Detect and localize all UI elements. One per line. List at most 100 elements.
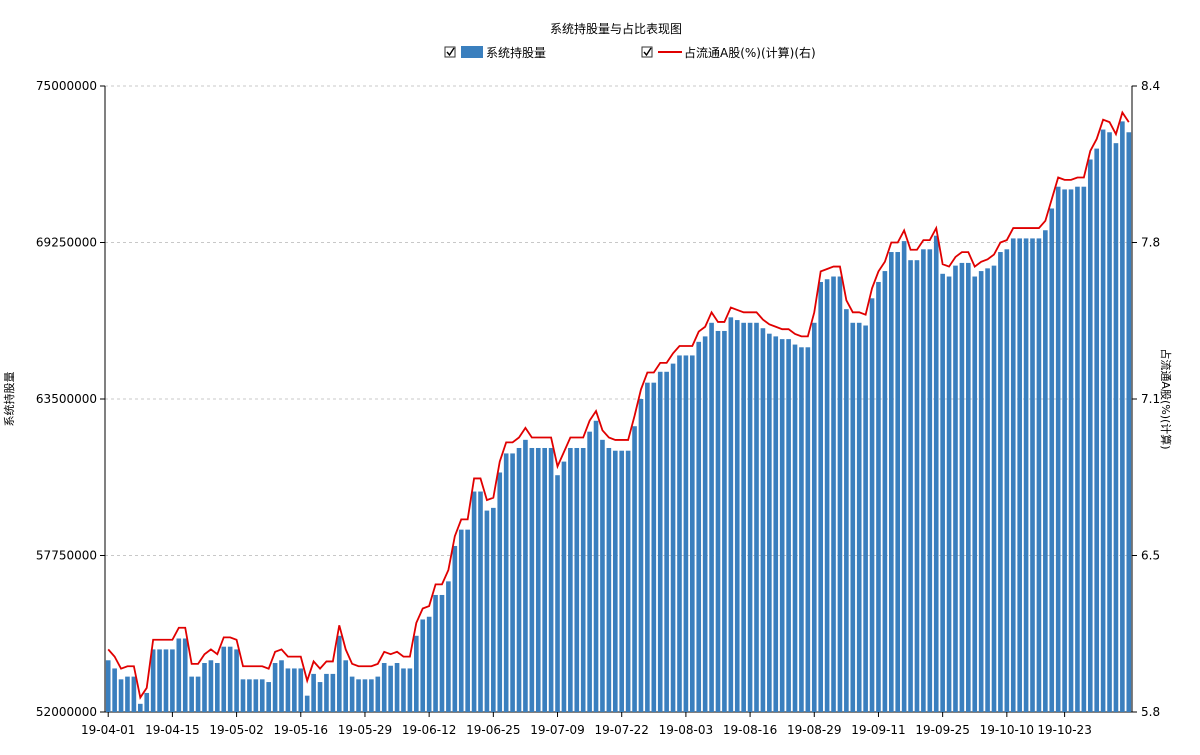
bar <box>516 447 522 712</box>
bar <box>163 649 169 712</box>
bar <box>446 581 451 712</box>
bar <box>940 273 945 712</box>
bar <box>381 663 387 712</box>
bar <box>105 660 111 712</box>
bar <box>523 439 528 712</box>
bar <box>895 252 901 712</box>
bar <box>304 695 310 712</box>
bar <box>176 638 182 712</box>
bar <box>657 371 663 712</box>
bar <box>478 491 483 712</box>
bar <box>991 265 997 712</box>
bar <box>1087 159 1093 713</box>
bar <box>837 276 843 712</box>
right-tick-label: 8.4 <box>1141 79 1160 93</box>
bar <box>690 355 695 712</box>
right-tick-label: 7.1 <box>1141 392 1160 406</box>
bar <box>1120 121 1125 712</box>
x-tick-label: 19-10-10 <box>980 723 1034 737</box>
bar <box>580 447 586 712</box>
bar <box>266 682 271 712</box>
bar <box>125 676 130 712</box>
bar <box>632 426 637 712</box>
bar <box>1075 186 1080 712</box>
bar <box>542 447 547 712</box>
bar <box>317 682 323 712</box>
bar <box>728 317 734 712</box>
bar <box>298 668 304 712</box>
bar <box>1068 189 1074 712</box>
y-right-axis-label: 占流通A股(%)(计算) <box>1159 348 1173 449</box>
x-tick-label: 19-06-12 <box>402 723 456 737</box>
bar <box>882 271 888 712</box>
x-tick-label: 19-04-15 <box>145 723 199 737</box>
right-axis-ticks: 8.4 7.8 7.1 6.5 5.8 <box>1132 79 1160 719</box>
bar <box>702 336 708 712</box>
bar <box>792 344 798 712</box>
bar <box>978 271 984 712</box>
legend-checkbox-bars[interactable] <box>444 46 456 58</box>
bar <box>677 355 682 712</box>
bar <box>170 649 175 712</box>
bar <box>1126 132 1132 712</box>
bar <box>985 268 990 712</box>
legend-item-bars[interactable]: 系统持股量 <box>444 45 546 60</box>
bar <box>696 341 702 712</box>
bar <box>356 679 361 712</box>
bar <box>452 545 458 712</box>
bar <box>670 363 676 712</box>
bar <box>548 447 554 712</box>
bar <box>240 679 246 712</box>
bar <box>863 325 868 712</box>
bar <box>1100 129 1106 713</box>
bar <box>773 336 779 712</box>
bar <box>927 249 933 713</box>
bar <box>651 382 657 712</box>
bar <box>908 260 913 712</box>
bar <box>876 281 881 712</box>
line-series <box>107 110 1130 700</box>
bar <box>998 252 1003 712</box>
left-tick-label: 69250000 <box>36 236 97 250</box>
bar <box>1055 186 1061 712</box>
bar <box>619 450 625 712</box>
bar <box>195 676 201 712</box>
bar <box>465 529 470 712</box>
bar <box>420 619 426 712</box>
bar <box>407 668 413 712</box>
bar <box>664 371 669 712</box>
legend-item-line[interactable]: 占流通A股(%)(计算)(右) <box>641 45 816 60</box>
legend-checkbox-line[interactable] <box>641 46 653 58</box>
legend: 系统持股量 占流通A股(%)(计算)(右) <box>444 45 816 60</box>
bar <box>767 333 772 712</box>
bar <box>799 347 804 712</box>
bar <box>555 475 560 712</box>
bar <box>208 660 214 712</box>
x-tick-label: 19-07-22 <box>594 723 648 737</box>
bar <box>426 616 432 712</box>
x-tick-label: 19-09-25 <box>915 723 969 737</box>
checkmark-icon <box>643 47 652 57</box>
gridlines <box>105 85 1132 556</box>
bar <box>709 322 714 712</box>
bar <box>1017 238 1022 713</box>
bar <box>234 649 239 712</box>
right-tick-label: 6.5 <box>1141 549 1160 563</box>
bar <box>137 703 143 712</box>
bar <box>1107 132 1112 712</box>
bar <box>529 447 535 712</box>
bar <box>439 594 445 712</box>
bar <box>484 510 490 712</box>
bar-series <box>105 121 1132 713</box>
bar <box>741 322 746 712</box>
bar <box>606 447 612 712</box>
bar <box>946 276 952 712</box>
bar <box>811 322 817 712</box>
bar <box>401 668 406 712</box>
bar <box>144 692 150 712</box>
bar <box>914 260 920 712</box>
bar <box>1094 148 1100 713</box>
legend-label-bars: 系统持股量 <box>486 45 546 60</box>
bar <box>844 309 849 712</box>
